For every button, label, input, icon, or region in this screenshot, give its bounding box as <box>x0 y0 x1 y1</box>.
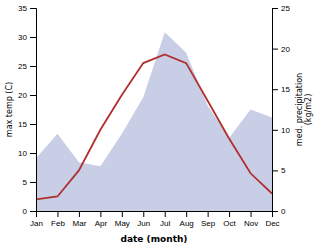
tick-mark <box>272 8 278 9</box>
tick-label: Dec <box>265 219 279 228</box>
y2-axis: 0 5 10 15 20 25 <box>272 4 290 216</box>
tick-mark <box>251 211 252 217</box>
tick-label: 5 <box>23 178 28 187</box>
tick: Apr <box>95 211 108 228</box>
tick: Feb <box>51 211 65 228</box>
tick: 15 <box>272 85 290 94</box>
tick: 5 <box>23 178 36 187</box>
y2-axis-title-line: med. precipitation <box>295 73 304 146</box>
plot: JanFebMarAprMayJunJulAugSepOctNovDec0510… <box>5 4 313 244</box>
tick-label: 5 <box>281 166 286 175</box>
tick: Sep <box>201 211 216 228</box>
tick: 25 <box>18 62 36 71</box>
y2-axis-title: med. precipitation(kg/m2) <box>295 73 313 146</box>
tick-label: 0 <box>23 207 28 216</box>
area <box>36 32 272 211</box>
tick-label: 10 <box>18 149 27 158</box>
tick-mark <box>208 211 209 217</box>
tick-label: Sep <box>201 219 216 228</box>
tick-label: 10 <box>281 126 290 135</box>
tick-mark <box>100 211 101 217</box>
tick: Jun <box>137 211 150 228</box>
tick: Nov <box>244 211 258 228</box>
tick: Mar <box>73 211 87 228</box>
tick-mark <box>122 211 123 217</box>
tick-label: 30 <box>18 33 27 42</box>
tick-label: 0 <box>281 207 286 216</box>
tick-label: 25 <box>281 4 290 13</box>
tick: 0 <box>272 207 286 216</box>
tick-label: 25 <box>18 62 27 71</box>
tick-mark <box>30 8 36 9</box>
tick-mark <box>272 89 278 90</box>
tick: 35 <box>18 4 36 13</box>
x-axis: Jan Feb Mar Apr May Jun Jul Aug Sep Oct Nov Dec <box>30 211 280 228</box>
tick-mark <box>30 153 36 154</box>
tick-mark <box>229 211 230 217</box>
tick-label: 20 <box>18 91 27 100</box>
tick-label: Feb <box>51 219 65 228</box>
tick-label: Aug <box>180 219 194 228</box>
tick-label: Mar <box>73 219 87 228</box>
tick-mark <box>30 66 36 67</box>
tick: 10 <box>18 149 36 158</box>
y-axis: 0 5 10 15 20 25 30 35 <box>18 4 36 216</box>
axis-line <box>30 9 37 212</box>
y-axis-title: max temp (C) <box>5 82 14 137</box>
chart: JanFebMarAprMayJunJulAugSepOctNovDec0510… <box>0 0 318 247</box>
tick: Jan <box>30 211 43 228</box>
tick: 5 <box>272 166 286 175</box>
tick-label: Jul <box>160 219 170 228</box>
tick-mark <box>30 95 36 96</box>
tick: 10 <box>272 126 290 135</box>
tick-mark <box>79 211 80 217</box>
tick: Dec <box>265 211 279 228</box>
tick: 25 <box>272 4 290 13</box>
tick-label: 35 <box>18 4 27 13</box>
tick-label: Apr <box>95 219 108 228</box>
tick-mark <box>57 211 58 217</box>
tick-mark <box>165 211 166 217</box>
tick: 20 <box>18 91 36 100</box>
marks <box>36 32 272 211</box>
tick: 30 <box>18 33 36 42</box>
tick-label: Jan <box>30 219 43 228</box>
tick-mark <box>30 37 36 38</box>
tick-label: 15 <box>281 85 290 94</box>
tick-mark <box>272 49 278 50</box>
tick: Jul <box>160 211 170 228</box>
tick: Oct <box>223 211 236 228</box>
x-axis-title: date (month) <box>121 234 188 244</box>
tick-label: Oct <box>223 219 236 228</box>
tick-mark <box>272 211 278 212</box>
tick-mark <box>143 211 144 217</box>
axis-line <box>37 212 273 218</box>
tick: 20 <box>272 45 290 54</box>
tick-label: 20 <box>281 45 290 54</box>
axis-line <box>273 9 279 212</box>
tick: Aug <box>180 211 194 228</box>
tick-label: Jun <box>137 219 150 228</box>
tick: 15 <box>18 120 36 129</box>
tick-mark <box>30 211 36 212</box>
tick: 0 <box>23 207 36 216</box>
tick-label: 15 <box>18 120 27 129</box>
tick: May <box>115 211 130 228</box>
tick-mark <box>186 211 187 217</box>
tick-label: Nov <box>244 219 258 228</box>
y2-axis-title-line: (kg/m2) <box>304 94 313 126</box>
tick-label: May <box>115 219 130 228</box>
line <box>36 54 272 199</box>
tick-mark <box>30 124 36 125</box>
tick-mark <box>30 182 36 183</box>
tick-mark <box>272 130 278 131</box>
tick-mark <box>272 170 278 171</box>
